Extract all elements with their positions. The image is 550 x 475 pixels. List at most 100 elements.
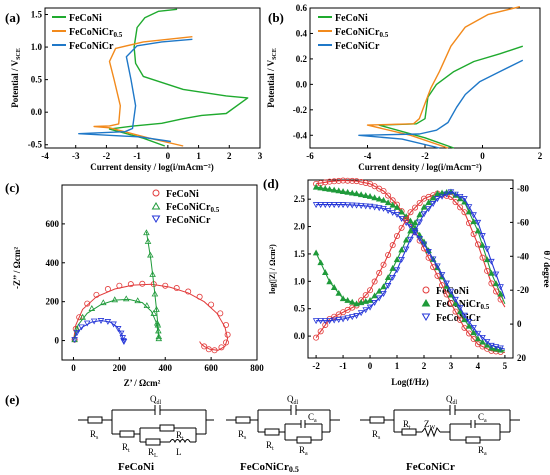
data-point: [344, 306, 351, 313]
label-r1: Rt: [176, 430, 184, 442]
panel-b-xlabel: Current density / log(i/mAcm⁻²): [358, 162, 482, 172]
legend-label-feconi: FeCoNi: [335, 13, 368, 24]
data-point: [371, 292, 378, 299]
data-point: [353, 178, 360, 185]
data-point: [155, 327, 162, 334]
data-point: [402, 246, 410, 253]
data-point: [430, 264, 437, 271]
fit-line: [73, 283, 229, 351]
data-point: [88, 305, 96, 311]
data-point: [384, 208, 392, 214]
legend-label-feconicr: FeCoNiCr: [69, 41, 114, 52]
inductor-l: [169, 439, 191, 444]
data-point: [447, 288, 455, 295]
data-point: [330, 202, 338, 209]
label-ca-main: C: [478, 412, 484, 422]
data-point: [143, 302, 151, 309]
data-point: [71, 337, 78, 344]
data-point: [416, 219, 423, 226]
data-point: [465, 208, 473, 215]
data-point: [443, 280, 450, 287]
label-rs-main: R: [372, 429, 378, 439]
data-point: [79, 313, 86, 320]
data-point: [127, 281, 134, 288]
panel-b: (b) Current density / log(i/mAcm⁻²) Pote…: [266, 3, 543, 172]
data-point: [380, 261, 387, 268]
data-point: [384, 283, 392, 289]
data-point: [335, 317, 343, 323]
label-rt-sub: t: [128, 448, 130, 454]
data-point: [340, 177, 347, 184]
data-point: [151, 290, 159, 297]
label-qdl: Qdl: [446, 394, 458, 406]
data-point: [483, 339, 491, 345]
data-point: [312, 318, 320, 325]
data-point: [326, 278, 333, 285]
data-point: [493, 288, 500, 295]
legend-marker-triangle: [151, 202, 161, 210]
data-point: [339, 295, 347, 302]
data-point: [104, 319, 112, 325]
data-point: [389, 274, 396, 281]
data-point: [474, 227, 482, 234]
label-rs: Rs: [372, 429, 381, 441]
data-point: [330, 284, 338, 290]
data-point: [362, 292, 369, 299]
data-point: [402, 236, 410, 243]
data-point: [211, 347, 218, 354]
data-point: [447, 300, 454, 307]
panel-e-circuits: (e) Rs: [5, 392, 520, 474]
x-tick-label: -3: [72, 151, 80, 161]
data-point: [384, 199, 392, 206]
data-point: [380, 283, 387, 290]
panel-a: (a) Current density / log(i/mAcm⁻²) Pote…: [5, 7, 263, 172]
label-rs-sub: s: [96, 435, 99, 441]
data-point: [78, 324, 85, 331]
x-tick-label: -2: [312, 361, 320, 371]
x-tick-label: -6: [306, 151, 314, 161]
panel-c-xlabel: Z’ / Ωcm²: [124, 378, 161, 388]
data-point: [217, 310, 224, 317]
data-point: [412, 204, 419, 211]
y-tick-label: 0.0: [294, 331, 306, 341]
data-point: [416, 211, 423, 218]
x-tick-label: 5: [503, 361, 508, 371]
panel-d-ylabel: log(|Z| / Ωcm²): [268, 244, 277, 294]
data-point: [143, 229, 150, 236]
data-point: [398, 216, 405, 223]
data-point: [380, 291, 387, 298]
x-tick-label: -1: [133, 151, 141, 161]
label-ca: Ca: [308, 412, 317, 424]
resistor-rt: [264, 428, 280, 436]
circuit-name-main: FeCoNiCr: [240, 461, 289, 473]
label-rs: Rs: [90, 429, 99, 441]
data-point: [456, 193, 464, 200]
panel-d-label: (d): [263, 176, 279, 191]
data-point: [205, 346, 212, 353]
data-point: [389, 201, 396, 208]
data-point: [434, 263, 441, 270]
data-point: [429, 201, 437, 207]
data-point: [416, 199, 423, 206]
data-point: [339, 202, 347, 209]
data-point: [393, 267, 401, 274]
circuit-name-feconicr05: FeCoNiCr0.5: [240, 461, 299, 474]
data-point: [353, 313, 360, 320]
data-point: [357, 191, 365, 198]
x-tick-label: 600: [204, 363, 218, 373]
data-point: [149, 271, 156, 277]
panel-e-label: (e): [5, 392, 19, 407]
data-point: [465, 318, 473, 325]
x-tick-label: 400: [158, 363, 172, 373]
data-point: [452, 191, 459, 198]
data-point: [357, 203, 365, 209]
data-point: [201, 343, 208, 350]
data-point: [312, 183, 320, 190]
data-point: [470, 329, 477, 336]
data-point: [348, 202, 356, 209]
data-point: [438, 193, 446, 200]
panel-b-ylabel-main: Potential / V: [266, 59, 276, 107]
y-tick-label: 0.6: [296, 3, 308, 13]
series-line: [108, 8, 249, 147]
y-tick-label: -0.2: [293, 105, 308, 115]
